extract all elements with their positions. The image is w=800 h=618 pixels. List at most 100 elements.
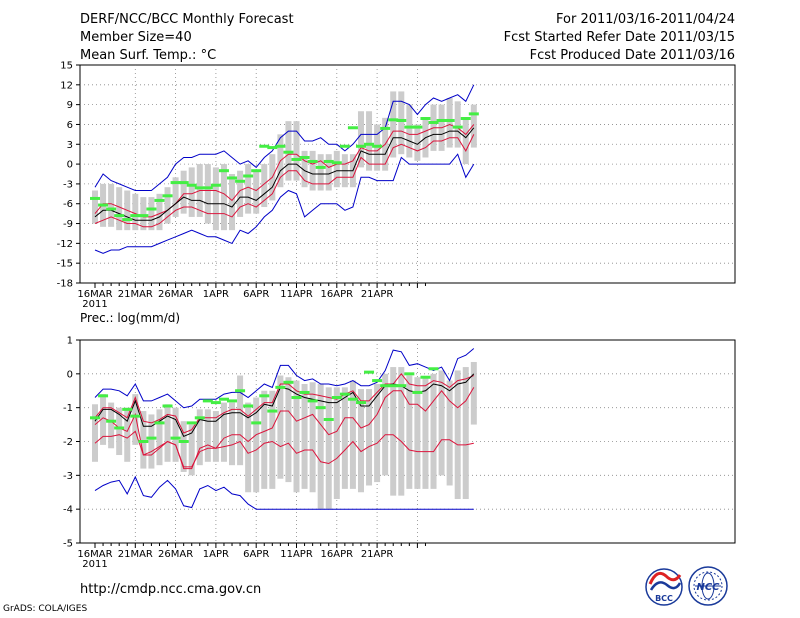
observed-marker bbox=[323, 159, 334, 163]
temperature-variable-label: Mean Surf. Temp.: °C bbox=[80, 48, 217, 63]
mean-line bbox=[94, 127, 475, 221]
observed-marker bbox=[372, 379, 383, 383]
observed-marker bbox=[122, 218, 133, 222]
plot-frame bbox=[79, 64, 736, 284]
observed-marker bbox=[428, 120, 439, 124]
min-line bbox=[94, 153, 475, 254]
lower-quartile-line bbox=[94, 387, 475, 470]
ncc-logo-icon: NCC bbox=[688, 566, 728, 606]
spread-box bbox=[132, 394, 139, 445]
observed-marker bbox=[372, 144, 383, 148]
spread-box bbox=[204, 409, 211, 462]
spread-box bbox=[108, 183, 115, 227]
observed-marker bbox=[267, 409, 278, 413]
spread-box bbox=[253, 397, 260, 493]
spread-box bbox=[245, 164, 252, 214]
x-tick-label: 26MAR bbox=[158, 289, 193, 300]
spread-box bbox=[156, 193, 163, 231]
observed-marker bbox=[170, 436, 181, 440]
spread-box bbox=[470, 104, 477, 148]
lower-decile-line bbox=[94, 430, 474, 468]
observed-marker bbox=[291, 396, 302, 400]
spread-box bbox=[212, 167, 219, 231]
observed-marker bbox=[315, 165, 326, 169]
observed-marker bbox=[130, 414, 141, 418]
observed-marker bbox=[251, 169, 262, 173]
x-tick-label: 1APR bbox=[203, 289, 229, 300]
spread-box bbox=[92, 404, 98, 462]
observed-marker bbox=[227, 176, 238, 180]
lower-quartile-line bbox=[94, 134, 475, 228]
observed-marker bbox=[339, 144, 350, 148]
observed-marker bbox=[90, 196, 100, 200]
observed-marker bbox=[380, 126, 391, 130]
spread-box bbox=[414, 124, 421, 161]
observed-marker bbox=[210, 183, 221, 187]
observed-marker bbox=[307, 399, 318, 403]
observed-marker bbox=[444, 118, 455, 122]
observed-marker bbox=[122, 407, 133, 411]
y-tick-label: -1 bbox=[63, 403, 73, 414]
y-tick-label: 9 bbox=[67, 100, 73, 111]
spread-box bbox=[333, 387, 340, 500]
spread-box bbox=[293, 380, 300, 493]
observed-marker bbox=[170, 181, 181, 185]
x-tick-label: 16MAR bbox=[77, 289, 112, 300]
y-tick-label: -15 bbox=[57, 259, 73, 270]
precipitation-variable-label: Prec.: log(mm/d) bbox=[80, 311, 180, 325]
observed-marker bbox=[138, 440, 149, 443]
observed-marker bbox=[323, 418, 334, 422]
observed-marker bbox=[227, 399, 238, 403]
spread-box bbox=[285, 377, 292, 483]
y-tick-label: -9 bbox=[63, 219, 73, 230]
bcc-logo-icon: BCC bbox=[645, 568, 683, 606]
observed-marker bbox=[307, 159, 318, 163]
y-tick-label: 12 bbox=[60, 80, 73, 91]
spread-box bbox=[454, 370, 461, 500]
observed-marker bbox=[412, 390, 423, 394]
observed-marker bbox=[388, 118, 399, 122]
observed-marker bbox=[428, 367, 439, 371]
spread-box bbox=[237, 170, 244, 217]
spread-box bbox=[172, 177, 179, 217]
observed-marker bbox=[299, 155, 310, 159]
max-line bbox=[94, 84, 475, 191]
spread-box bbox=[164, 404, 171, 462]
x-tick-label: 6APR bbox=[243, 549, 269, 560]
spread-box bbox=[446, 380, 453, 486]
observed-marker bbox=[202, 399, 213, 403]
observed-marker bbox=[275, 385, 286, 389]
spread-box bbox=[220, 402, 227, 462]
source-url: http://cmdp.ncc.cma.gov.cn bbox=[80, 582, 262, 597]
observed-marker bbox=[235, 179, 246, 183]
x-tick-label: 6APR bbox=[243, 289, 269, 300]
observed-marker bbox=[468, 112, 479, 116]
y-tick-label: -3 bbox=[63, 471, 73, 482]
spread-box bbox=[108, 402, 115, 449]
observed-marker bbox=[267, 146, 278, 150]
spread-box bbox=[430, 373, 437, 489]
y-tick-label: -4 bbox=[63, 505, 73, 516]
observed-marker bbox=[396, 118, 407, 122]
spread-box bbox=[414, 377, 421, 489]
x-tick-label: 26MAR bbox=[158, 549, 193, 560]
observed-marker bbox=[283, 150, 294, 154]
spread-box bbox=[261, 164, 268, 208]
spread-box bbox=[357, 111, 364, 168]
y-tick-label: -6 bbox=[63, 199, 73, 210]
y-tick-label: 0 bbox=[67, 369, 73, 380]
observed-marker bbox=[162, 404, 173, 408]
y-tick-label: -3 bbox=[63, 179, 73, 190]
observed-marker bbox=[210, 401, 221, 405]
observed-marker bbox=[404, 125, 415, 129]
spread-box bbox=[406, 104, 413, 158]
y-tick-label: -18 bbox=[57, 279, 73, 290]
spread-box bbox=[116, 407, 123, 456]
spread-box bbox=[398, 367, 405, 496]
spread-box bbox=[422, 377, 429, 489]
x-tick-label: 11APR bbox=[280, 289, 313, 300]
observed-marker bbox=[355, 144, 366, 148]
x-tick-label: 21MAR bbox=[118, 549, 153, 560]
spread-box bbox=[357, 389, 364, 493]
spread-box bbox=[261, 390, 268, 489]
